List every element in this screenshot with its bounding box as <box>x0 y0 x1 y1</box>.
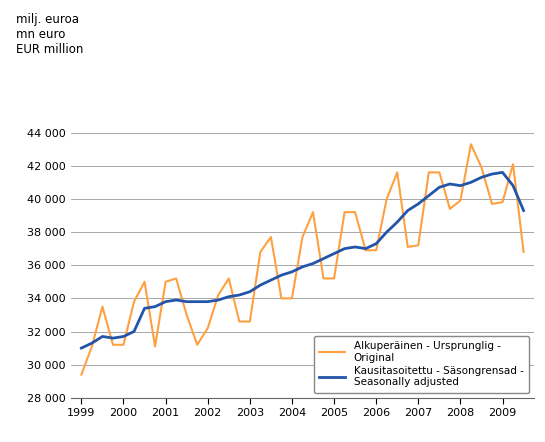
Alkuperäinen - Ursprunglig -
Original <box>394 170 401 175</box>
Legend: Alkuperäinen - Ursprunglig -
Original, Kausitasoitettu - Säsongrensad -
Seasonal: Alkuperäinen - Ursprunglig - Original, K… <box>314 336 529 392</box>
Alkuperäinen - Ursprunglig -
Original <box>499 200 506 205</box>
Alkuperäinen - Ursprunglig -
Original <box>299 234 306 240</box>
Alkuperäinen - Ursprunglig -
Original <box>446 206 453 212</box>
Kausitasoitettu - Säsongrensad -
Seasonally adjusted <box>394 220 401 225</box>
Alkuperäinen - Ursprunglig -
Original <box>257 249 264 255</box>
Kausitasoitettu - Säsongrensad -
Seasonally adjusted <box>141 305 148 311</box>
Alkuperäinen - Ursprunglig -
Original <box>236 319 243 324</box>
Kausitasoitettu - Säsongrensad -
Seasonally adjusted <box>341 246 348 251</box>
Alkuperäinen - Ursprunglig -
Original <box>152 344 159 349</box>
Kausitasoitettu - Säsongrensad -
Seasonally adjusted <box>215 297 221 303</box>
Kausitasoitettu - Säsongrensad -
Seasonally adjusted <box>289 269 295 274</box>
Kausitasoitettu - Säsongrensad -
Seasonally adjusted <box>152 304 159 309</box>
Kausitasoitettu - Säsongrensad -
Seasonally adjusted <box>331 251 337 256</box>
Kausitasoitettu - Säsongrensad -
Seasonally adjusted <box>457 183 464 188</box>
Kausitasoitettu - Säsongrensad -
Seasonally adjusted <box>446 181 453 187</box>
Kausitasoitettu - Säsongrensad -
Seasonally adjusted <box>162 299 169 304</box>
Kausitasoitettu - Säsongrensad -
Seasonally adjusted <box>226 294 232 299</box>
Kausitasoitettu - Säsongrensad -
Seasonally adjusted <box>384 229 390 235</box>
Kausitasoitettu - Säsongrensad -
Seasonally adjusted <box>299 264 306 270</box>
Alkuperäinen - Ursprunglig -
Original <box>320 276 327 281</box>
Alkuperäinen - Ursprunglig -
Original <box>384 196 390 202</box>
Alkuperäinen - Ursprunglig -
Original <box>162 279 169 285</box>
Kausitasoitettu - Säsongrensad -
Seasonally adjusted <box>131 329 137 334</box>
Kausitasoitettu - Säsongrensad -
Seasonally adjusted <box>352 244 359 250</box>
Text: milj. euroa
mn euro
EUR million: milj. euroa mn euro EUR million <box>16 13 84 56</box>
Kausitasoitettu - Säsongrensad -
Seasonally adjusted <box>499 170 506 175</box>
Alkuperäinen - Ursprunglig -
Original <box>331 276 337 281</box>
Alkuperäinen - Ursprunglig -
Original <box>141 279 148 285</box>
Alkuperäinen - Ursprunglig -
Original <box>468 141 474 147</box>
Kausitasoitettu - Säsongrensad -
Seasonally adjusted <box>194 299 201 304</box>
Alkuperäinen - Ursprunglig -
Original <box>489 201 495 206</box>
Kausitasoitettu - Säsongrensad -
Seasonally adjusted <box>246 289 253 294</box>
Alkuperäinen - Ursprunglig -
Original <box>520 249 527 255</box>
Alkuperäinen - Ursprunglig -
Original <box>278 296 284 301</box>
Alkuperäinen - Ursprunglig -
Original <box>510 161 516 167</box>
Kausitasoitettu - Säsongrensad -
Seasonally adjusted <box>404 208 411 213</box>
Kausitasoitettu - Säsongrensad -
Seasonally adjusted <box>184 299 190 304</box>
Kausitasoitettu - Säsongrensad -
Seasonally adjusted <box>426 193 432 198</box>
Alkuperäinen - Ursprunglig -
Original <box>415 243 422 248</box>
Alkuperäinen - Ursprunglig -
Original <box>184 312 190 317</box>
Alkuperäinen - Ursprunglig -
Original <box>478 165 485 170</box>
Line: Kausitasoitettu - Säsongrensad -
Seasonally adjusted: Kausitasoitettu - Säsongrensad - Seasona… <box>81 172 524 348</box>
Alkuperäinen - Ursprunglig -
Original <box>99 304 106 309</box>
Kausitasoitettu - Säsongrensad -
Seasonally adjusted <box>89 340 95 346</box>
Kausitasoitettu - Säsongrensad -
Seasonally adjusted <box>520 208 527 213</box>
Alkuperäinen - Ursprunglig -
Original <box>426 170 432 175</box>
Kausitasoitettu - Säsongrensad -
Seasonally adjusted <box>310 261 316 266</box>
Kausitasoitettu - Säsongrensad -
Seasonally adjusted <box>510 183 516 188</box>
Alkuperäinen - Ursprunglig -
Original <box>89 344 95 349</box>
Alkuperäinen - Ursprunglig -
Original <box>226 276 232 281</box>
Alkuperäinen - Ursprunglig -
Original <box>289 296 295 301</box>
Alkuperäinen - Ursprunglig -
Original <box>268 234 274 240</box>
Line: Alkuperäinen - Ursprunglig -
Original: Alkuperäinen - Ursprunglig - Original <box>81 144 524 374</box>
Kausitasoitettu - Säsongrensad -
Seasonally adjusted <box>78 346 84 351</box>
Kausitasoitettu - Säsongrensad -
Seasonally adjusted <box>236 292 243 297</box>
Alkuperäinen - Ursprunglig -
Original <box>310 210 316 215</box>
Kausitasoitettu - Säsongrensad -
Seasonally adjusted <box>278 272 284 278</box>
Kausitasoitettu - Säsongrensad -
Seasonally adjusted <box>468 180 474 185</box>
Alkuperäinen - Ursprunglig -
Original <box>204 325 211 331</box>
Alkuperäinen - Ursprunglig -
Original <box>352 210 359 215</box>
Kausitasoitettu - Säsongrensad -
Seasonally adjusted <box>373 241 379 246</box>
Alkuperäinen - Ursprunglig -
Original <box>362 248 369 253</box>
Kausitasoitettu - Säsongrensad -
Seasonally adjusted <box>362 246 369 251</box>
Kausitasoitettu - Säsongrensad -
Seasonally adjusted <box>120 334 127 339</box>
Alkuperäinen - Ursprunglig -
Original <box>246 319 253 324</box>
Alkuperäinen - Ursprunglig -
Original <box>404 244 411 250</box>
Kausitasoitettu - Säsongrensad -
Seasonally adjusted <box>204 299 211 304</box>
Alkuperäinen - Ursprunglig -
Original <box>78 372 84 377</box>
Kausitasoitettu - Säsongrensad -
Seasonally adjusted <box>110 335 116 341</box>
Kausitasoitettu - Säsongrensad -
Seasonally adjusted <box>268 278 274 283</box>
Alkuperäinen - Ursprunglig -
Original <box>341 210 348 215</box>
Kausitasoitettu - Säsongrensad -
Seasonally adjusted <box>415 201 422 206</box>
Kausitasoitettu - Säsongrensad -
Seasonally adjusted <box>257 282 264 288</box>
Kausitasoitettu - Säsongrensad -
Seasonally adjusted <box>320 256 327 261</box>
Kausitasoitettu - Säsongrensad -
Seasonally adjusted <box>436 185 443 190</box>
Alkuperäinen - Ursprunglig -
Original <box>131 299 137 304</box>
Alkuperäinen - Ursprunglig -
Original <box>215 292 221 297</box>
Kausitasoitettu - Säsongrensad -
Seasonally adjusted <box>478 175 485 180</box>
Alkuperäinen - Ursprunglig -
Original <box>436 170 443 175</box>
Kausitasoitettu - Säsongrensad -
Seasonally adjusted <box>173 297 179 303</box>
Alkuperäinen - Ursprunglig -
Original <box>457 198 464 203</box>
Alkuperäinen - Ursprunglig -
Original <box>110 342 116 347</box>
Alkuperäinen - Ursprunglig -
Original <box>373 248 379 253</box>
Alkuperäinen - Ursprunglig -
Original <box>194 342 201 347</box>
Alkuperäinen - Ursprunglig -
Original <box>173 276 179 281</box>
Kausitasoitettu - Säsongrensad -
Seasonally adjusted <box>99 334 106 339</box>
Kausitasoitettu - Säsongrensad -
Seasonally adjusted <box>489 171 495 177</box>
Alkuperäinen - Ursprunglig -
Original <box>120 342 127 347</box>
